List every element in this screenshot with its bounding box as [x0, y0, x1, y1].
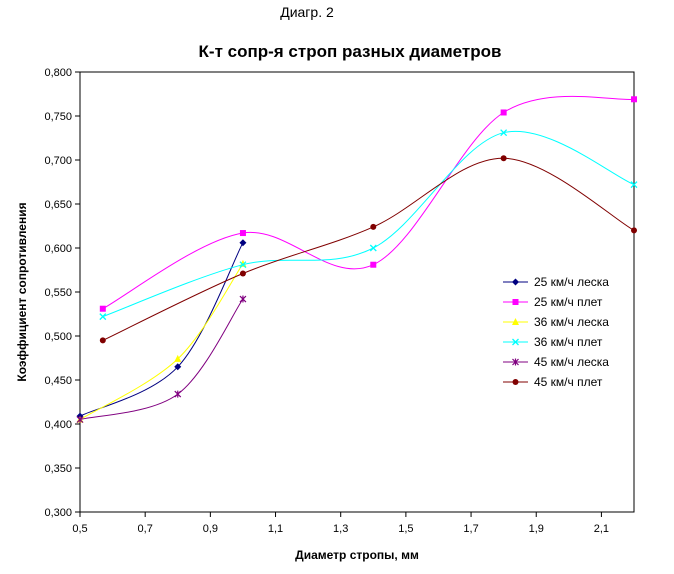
y-axis: 0,300 0,350 0,400 0,450 0,500 0,550 0,600 0,650… — [44, 67, 80, 519]
y-tick-label: 0,400 — [44, 419, 72, 431]
data-point — [631, 227, 637, 234]
data-point — [99, 305, 106, 312]
chart-title: К-т сопр-я строп разных диаметров — [199, 42, 502, 61]
data-point — [174, 363, 182, 371]
series-6 — [99, 155, 637, 344]
legend-item: 45 км/ч леска — [503, 355, 609, 369]
legend-item: 36 км/ч плет — [503, 335, 603, 349]
data-point — [174, 354, 182, 362]
x-tick-label: 1,1 — [268, 523, 283, 535]
y-tick-label: 0,800 — [44, 67, 72, 79]
series-1 — [76, 239, 247, 420]
x-tick-label: 0,9 — [203, 523, 218, 535]
y-tick-label: 0,650 — [44, 199, 72, 211]
data-point — [500, 109, 507, 116]
legend-marker — [512, 379, 519, 385]
series-line — [102, 157, 635, 341]
y-tick-label: 0,350 — [44, 463, 72, 475]
y-tick-label: 0,500 — [44, 331, 72, 343]
legend-label: 25 км/ч плет — [534, 295, 603, 309]
legend-item: 25 км/ч леска — [503, 275, 609, 289]
data-point — [239, 270, 246, 277]
legend-label: 45 км/ч плет — [534, 375, 603, 389]
x-tick-label: 1,3 — [333, 523, 348, 535]
legend-item: 36 км/ч леска — [503, 315, 609, 329]
legend-label: 45 км/ч леска — [534, 355, 609, 369]
x-axis: 0,5 0,7 0,9 1,1 1,3 1,5 1,7 1,9 2,1 — [72, 512, 609, 535]
series-5 — [76, 295, 247, 424]
legend-label: 36 км/ч плет — [534, 335, 603, 349]
legend-item: 25 км/ч плет — [503, 295, 603, 309]
y-tick-label: 0,750 — [44, 111, 72, 123]
x-tick-label: 1,9 — [529, 523, 544, 535]
data-point — [239, 261, 247, 269]
data-point — [99, 313, 107, 321]
y-tick-label: 0,300 — [44, 507, 72, 519]
x-tick-label: 0,5 — [72, 523, 87, 535]
data-point — [239, 239, 247, 247]
series-2 — [99, 95, 637, 312]
legend-marker — [512, 358, 519, 366]
y-tick-label: 0,600 — [44, 243, 72, 255]
diagram-header: Диагр. 2 — [280, 4, 334, 20]
legend-item: 45 км/ч плет — [503, 375, 603, 389]
legend: 25 км/ч леска 25 км/ч плет 36 км/ч леска 36… — [503, 275, 609, 389]
x-tick-label: 2,1 — [594, 523, 609, 535]
legend-marker — [512, 318, 519, 325]
data-point — [174, 390, 182, 398]
data-point — [630, 181, 638, 189]
x-tick-label: 1,7 — [463, 523, 478, 535]
x-axis-title: Диаметр стропы, мм — [295, 548, 419, 562]
y-axis-title: Коэффициент сопротивления — [15, 202, 29, 381]
y-tick-label: 0,700 — [44, 155, 72, 167]
data-point — [631, 96, 637, 103]
data-point — [370, 223, 377, 230]
data-point — [76, 416, 84, 424]
x-tick-label: 0,7 — [138, 523, 153, 535]
legend-label: 36 км/ч леска — [534, 315, 609, 329]
data-point — [500, 155, 507, 162]
data-point — [370, 261, 377, 268]
x-tick-label: 1,5 — [398, 523, 413, 535]
series-line — [79, 298, 244, 421]
legend-marker — [512, 278, 519, 286]
y-tick-label: 0,450 — [44, 375, 72, 387]
data-point — [239, 295, 247, 303]
data-point — [99, 337, 106, 344]
series-line — [79, 242, 244, 417]
legend-marker — [512, 299, 519, 305]
series-4 — [99, 129, 638, 321]
data-point — [500, 129, 508, 137]
legend-label: 25 км/ч леска — [534, 275, 609, 289]
series-layer — [76, 95, 638, 424]
y-tick-label: 0,550 — [44, 287, 72, 299]
legend-marker — [512, 338, 519, 346]
data-point — [239, 230, 246, 237]
data-point — [369, 244, 377, 252]
